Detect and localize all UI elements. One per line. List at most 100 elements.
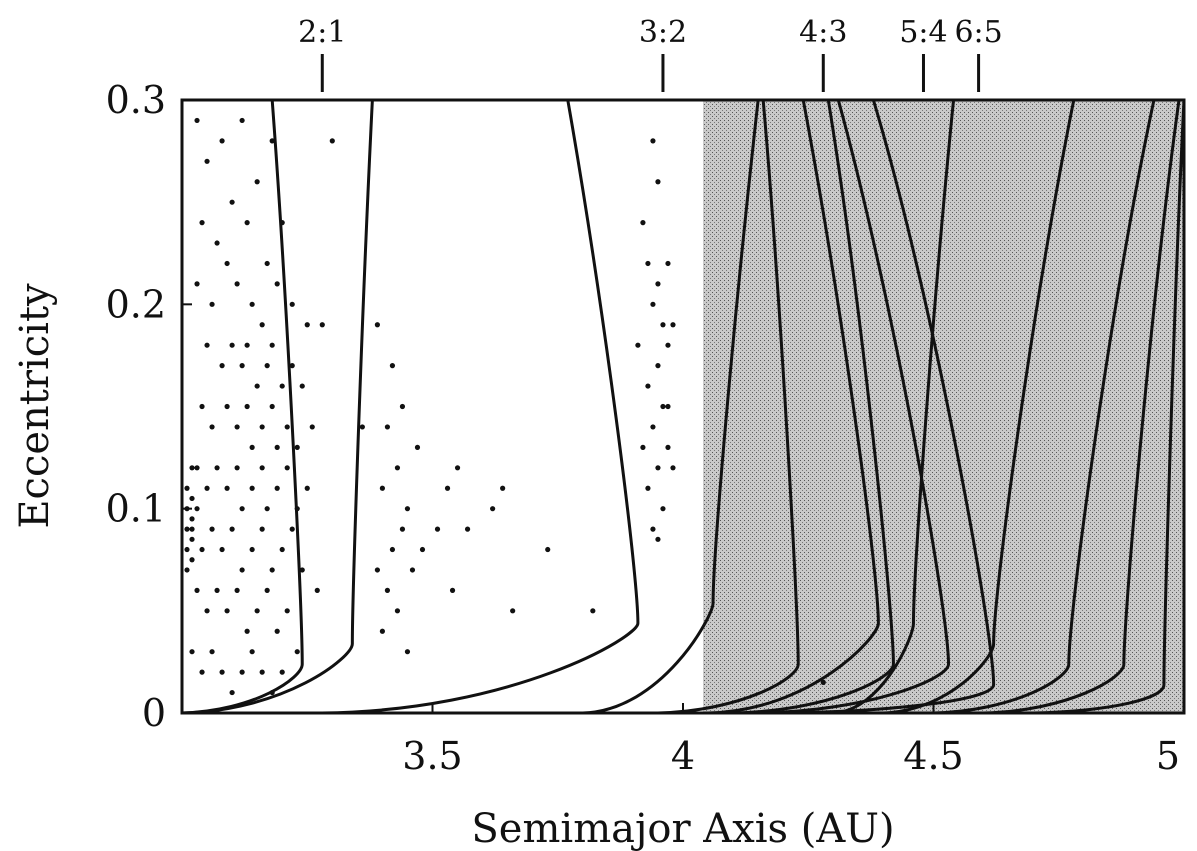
data-point [379, 485, 385, 491]
data-point [294, 444, 300, 450]
data-point [244, 220, 250, 226]
data-point [645, 383, 651, 389]
data-point [645, 485, 651, 491]
data-point [660, 322, 666, 328]
data-point [384, 424, 391, 430]
data-point [249, 301, 255, 307]
resonance-markers: 2:1 3:2 4:3 5:4 6:5 [298, 15, 1003, 92]
data-point [209, 424, 215, 430]
boundary-curve-14 [1033, 100, 1184, 713]
data-point [214, 240, 220, 246]
data-point [635, 342, 641, 348]
data-point [244, 628, 250, 634]
data-point [665, 403, 671, 410]
data-point [224, 260, 230, 267]
data-point [279, 546, 285, 553]
data-point [219, 669, 225, 675]
data-point [244, 403, 250, 410]
data-point [239, 363, 245, 369]
data-point [239, 567, 245, 573]
data-point [189, 536, 195, 542]
y-tick-label: 0.3 [106, 78, 166, 122]
data-point [655, 363, 661, 369]
data-point [224, 485, 230, 491]
boundary-curve-4 [582, 100, 760, 713]
y-tick-label: 0.2 [106, 282, 166, 326]
data-point [299, 383, 305, 389]
data-point [510, 608, 516, 614]
y-tick-label: 0 [142, 691, 166, 735]
data-point [419, 546, 426, 553]
data-point [665, 342, 671, 348]
data-point [284, 424, 290, 430]
data-point [204, 485, 210, 491]
data-point [394, 465, 401, 471]
data-point [329, 138, 335, 144]
data-point [259, 322, 265, 328]
data-point [319, 322, 325, 328]
boundary-curve-2 [182, 100, 374, 713]
data-point [204, 158, 210, 164]
data-point [249, 485, 255, 491]
data-point [660, 403, 666, 410]
data-point [434, 526, 441, 532]
data-point [384, 587, 391, 594]
data-point [655, 536, 661, 542]
x-axis-ticks: 3.5 4 4.5 5 [402, 703, 1185, 778]
data-point [309, 424, 315, 430]
data-point [239, 669, 245, 675]
data-point [590, 608, 596, 614]
data-point [404, 649, 411, 655]
data-point [289, 526, 295, 532]
data-point [209, 301, 215, 307]
data-point [229, 199, 235, 205]
data-point [294, 506, 300, 512]
y-tick-label: 0.1 [106, 487, 166, 531]
data-point [264, 260, 270, 267]
data-point [289, 301, 295, 307]
data-point [665, 444, 671, 450]
data-point [259, 465, 265, 471]
data-point [399, 403, 406, 410]
data-point [209, 649, 215, 655]
data-point [304, 322, 310, 328]
data-point [389, 546, 396, 553]
data-point [314, 587, 320, 594]
data-point [259, 526, 265, 532]
data-point [289, 363, 295, 369]
data-point [259, 669, 265, 675]
data-point [224, 403, 230, 410]
data-point [199, 546, 205, 553]
data-point [234, 587, 240, 594]
x-tick-label: 3.5 [402, 734, 462, 778]
data-point [199, 220, 205, 226]
data-point [284, 465, 290, 471]
data-point [239, 117, 245, 124]
y-axis-ticks: 0 0.1 0.2 0.3 [106, 78, 192, 735]
data-point [269, 342, 275, 348]
data-point [284, 608, 290, 614]
data-point [660, 506, 666, 512]
data-point [545, 546, 551, 553]
data-point [194, 506, 200, 512]
data-point [254, 608, 260, 614]
data-point [239, 506, 245, 512]
data-point [264, 506, 270, 512]
data-point [274, 628, 280, 634]
x-tick-label: 4 [671, 734, 695, 778]
data-point [184, 485, 190, 491]
stability-boundary-curves [182, 100, 1184, 713]
data-point [650, 301, 656, 307]
boundary-curve-6 [708, 100, 880, 713]
data-point [249, 546, 255, 553]
data-point [655, 281, 661, 287]
boundary-curve-9 [783, 100, 996, 713]
data-point [449, 587, 456, 594]
data-point [194, 465, 200, 471]
data-point [359, 424, 365, 430]
data-point [665, 260, 671, 267]
data-point [209, 526, 215, 532]
data-point [655, 179, 661, 185]
boundary-curve-7 [733, 100, 895, 713]
